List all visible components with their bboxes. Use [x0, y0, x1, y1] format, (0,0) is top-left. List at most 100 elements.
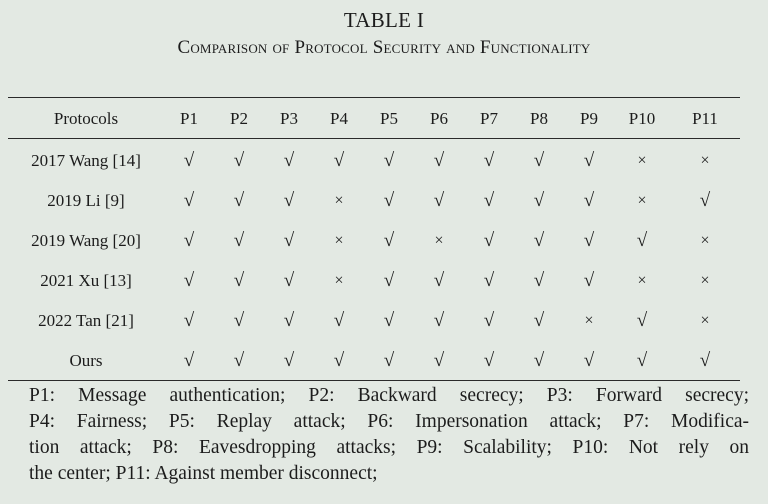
protocol-name-cell: Ours	[69, 351, 103, 370]
check-mark-icon: √	[383, 150, 395, 171]
table-row: Ours √ √ √ √ √ √ √ √ √ √ √	[8, 341, 740, 381]
column-header-p4: P4	[330, 109, 348, 128]
check-mark-icon: √	[483, 150, 495, 171]
column-header-p1: P1	[180, 109, 198, 128]
check-mark-icon: √	[283, 350, 295, 371]
column-header-p10: P10	[628, 109, 656, 128]
check-mark-icon: √	[383, 310, 395, 331]
check-mark-icon: √	[533, 310, 545, 331]
table-legend: P1: Message authentication; P2: Backward…	[29, 383, 749, 487]
check-mark-icon: √	[533, 350, 545, 371]
table-row: 2021 Xu [13] √ √ √ × √ √ √ √ √ × ×	[8, 261, 740, 301]
check-mark-icon: √	[583, 230, 595, 251]
check-mark-icon: √	[533, 270, 545, 291]
check-mark-icon: √	[283, 230, 295, 251]
protocol-name-cell: 2017 Wang [14]	[31, 151, 141, 170]
table-header-row: Protocols P1 P2 P3 P4 P5 P6 P7 P8 P9 P10…	[8, 99, 740, 139]
check-mark-icon: √	[233, 350, 245, 371]
table-row: 2017 Wang [14] √ √ √ √ √ √ √ √ √ × ×	[8, 139, 740, 181]
table-row: 2019 Li [9] √ √ √ × √ √ √ √ √ × √	[8, 181, 740, 221]
column-header-p2: P2	[230, 109, 248, 128]
cross-mark-icon: ×	[334, 272, 344, 289]
protocol-comparison-table: Protocols P1 P2 P3 P4 P5 P6 P7 P8 P9 P10…	[8, 99, 740, 381]
check-mark-icon: √	[183, 190, 195, 211]
check-mark-icon: √	[333, 350, 345, 371]
column-header-p11: P11	[692, 109, 718, 128]
check-mark-icon: √	[533, 150, 545, 171]
check-mark-icon: √	[283, 270, 295, 291]
check-mark-icon: √	[583, 270, 595, 291]
cross-mark-icon: ×	[637, 192, 647, 209]
cross-mark-icon: ×	[637, 152, 647, 169]
check-mark-icon: √	[383, 270, 395, 291]
table-row: 2019 Wang [20] √ √ √ × √ × √ √ √ √ ×	[8, 221, 740, 261]
cross-mark-icon: ×	[434, 232, 444, 249]
check-mark-icon: √	[333, 150, 345, 171]
check-mark-icon: √	[183, 230, 195, 251]
cross-mark-icon: ×	[334, 192, 344, 209]
column-header-p6: P6	[430, 109, 448, 128]
check-mark-icon: √	[533, 230, 545, 251]
check-mark-icon: √	[699, 350, 711, 371]
table-body: 2017 Wang [14] √ √ √ √ √ √ √ √ √ × × 2019 Li [9] √ √ √ ×…	[8, 139, 740, 381]
check-mark-icon: √	[233, 270, 245, 291]
check-mark-icon: √	[283, 310, 295, 331]
check-mark-icon: √	[533, 190, 545, 211]
table-top-rule	[8, 97, 740, 98]
column-header-protocols: Protocols	[53, 109, 119, 128]
check-mark-icon: √	[383, 190, 395, 211]
check-mark-icon: √	[233, 310, 245, 331]
check-mark-icon: √	[383, 350, 395, 371]
check-mark-icon: √	[233, 190, 245, 211]
protocol-name-cell: 2019 Li [9]	[47, 191, 125, 210]
cross-mark-icon: ×	[584, 312, 594, 329]
column-header-p7: P7	[480, 109, 498, 128]
check-mark-icon: √	[233, 230, 245, 251]
legend-line: P1: Message authentication; P2: Backward…	[29, 385, 749, 406]
cross-mark-icon: ×	[700, 312, 710, 329]
check-mark-icon: √	[583, 150, 595, 171]
cross-mark-icon: ×	[700, 152, 710, 169]
check-mark-icon: √	[433, 150, 445, 171]
legend-line: P4: Fairness; P5: Replay attack; P6: Imp…	[29, 411, 749, 432]
table-bottom-rule	[8, 380, 740, 381]
check-mark-icon: √	[233, 150, 245, 171]
check-mark-icon: √	[699, 190, 711, 211]
check-mark-icon: √	[433, 350, 445, 371]
check-mark-icon: √	[636, 350, 648, 371]
check-mark-icon: √	[636, 230, 648, 251]
check-mark-icon: √	[183, 270, 195, 291]
check-mark-icon: √	[183, 350, 195, 371]
protocol-name-cell: 2021 Xu [13]	[40, 271, 132, 290]
cross-mark-icon: ×	[700, 232, 710, 249]
check-mark-icon: √	[433, 270, 445, 291]
check-mark-icon: √	[433, 310, 445, 331]
legend-line: the center; P11: Against member disconne…	[29, 463, 378, 484]
cross-mark-icon: ×	[700, 272, 710, 289]
check-mark-icon: √	[636, 310, 648, 331]
check-mark-icon: √	[583, 190, 595, 211]
column-header-p3: P3	[280, 109, 298, 128]
check-mark-icon: √	[483, 270, 495, 291]
check-mark-icon: √	[183, 150, 195, 171]
column-header-p5: P5	[380, 109, 398, 128]
check-mark-icon: √	[433, 190, 445, 211]
check-mark-icon: √	[283, 190, 295, 211]
check-mark-icon: √	[333, 310, 345, 331]
legend-line: tion attack; P8: Eavesdropping attacks; …	[29, 437, 749, 458]
column-header-p8: P8	[530, 109, 548, 128]
check-mark-icon: √	[383, 230, 395, 251]
cross-mark-icon: ×	[637, 272, 647, 289]
protocol-name-cell: 2022 Tan [21]	[38, 311, 134, 330]
check-mark-icon: √	[183, 310, 195, 331]
table-row: 2022 Tan [21] √ √ √ √ √ √ √ √ × √ ×	[8, 301, 740, 341]
table-caption-title: TABLE I	[343, 8, 425, 32]
table-caption-subtitle: Comparison of Protocol Security and Func…	[177, 37, 591, 58]
table-header-rule	[8, 138, 740, 139]
check-mark-icon: √	[483, 230, 495, 251]
check-mark-icon: √	[283, 150, 295, 171]
protocol-name-cell: 2019 Wang [20]	[31, 231, 141, 250]
cross-mark-icon: ×	[334, 232, 344, 249]
check-mark-icon: √	[583, 350, 595, 371]
column-header-p9: P9	[580, 109, 598, 128]
